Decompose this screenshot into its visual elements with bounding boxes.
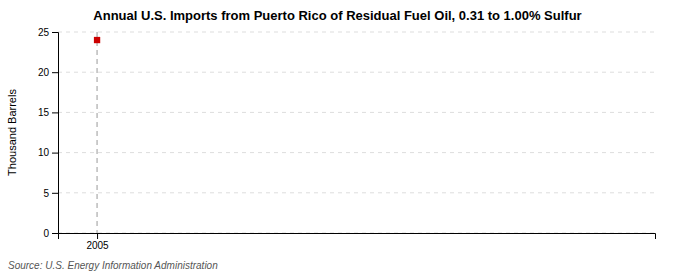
grid-line [58,112,655,113]
x-axis-line [59,234,656,240]
y-axis: 0 5 10 15 20 25 [38,27,59,239]
y-tick-mark [52,233,58,234]
grid-line [58,32,655,33]
y-tick: 25 [38,27,58,38]
vertical-line [97,32,98,233]
title: Annual U.S. Imports from Puerto Rico of … [93,8,581,23]
marks [94,32,100,233]
point [94,37,100,43]
y-axis-line [52,33,59,234]
y-tick-label: 15 [38,107,50,118]
grid [58,32,655,233]
y-tick-label: 10 [38,147,50,158]
y-tick-label: 25 [38,27,50,38]
grid-line [58,72,655,73]
grid-line [58,192,655,193]
y-tick-mark [52,32,58,33]
plot-area: 2005 0 5 10 15 20 25 [38,27,656,251]
grid-line [58,152,655,153]
y-tick: 20 [38,67,58,78]
y-axis-title: Thousand Barrels [6,89,18,176]
chart: 2005 0 5 10 15 20 25 Annual U.S. Imports from P… [0,0,675,275]
y-tick: 0 [43,228,58,239]
y-tick: 5 [43,188,58,199]
x-tick: 2005 [86,233,109,251]
x-axis: 2005 [59,233,656,251]
y-tick-mark [52,193,58,194]
y-tick: 10 [38,147,58,158]
x-tick-mark [97,233,98,239]
y-tick: 15 [38,107,58,118]
y-tick-label: 0 [43,228,49,239]
y-tick-label: 5 [43,188,49,199]
y-tick-mark [52,112,58,113]
source: Source: U.S. Energy Information Administ… [8,260,218,271]
y-tick-label: 20 [38,67,50,78]
y-tick-mark [52,153,58,154]
x-tick-label: 2005 [86,240,109,251]
y-tick-mark [52,72,58,73]
